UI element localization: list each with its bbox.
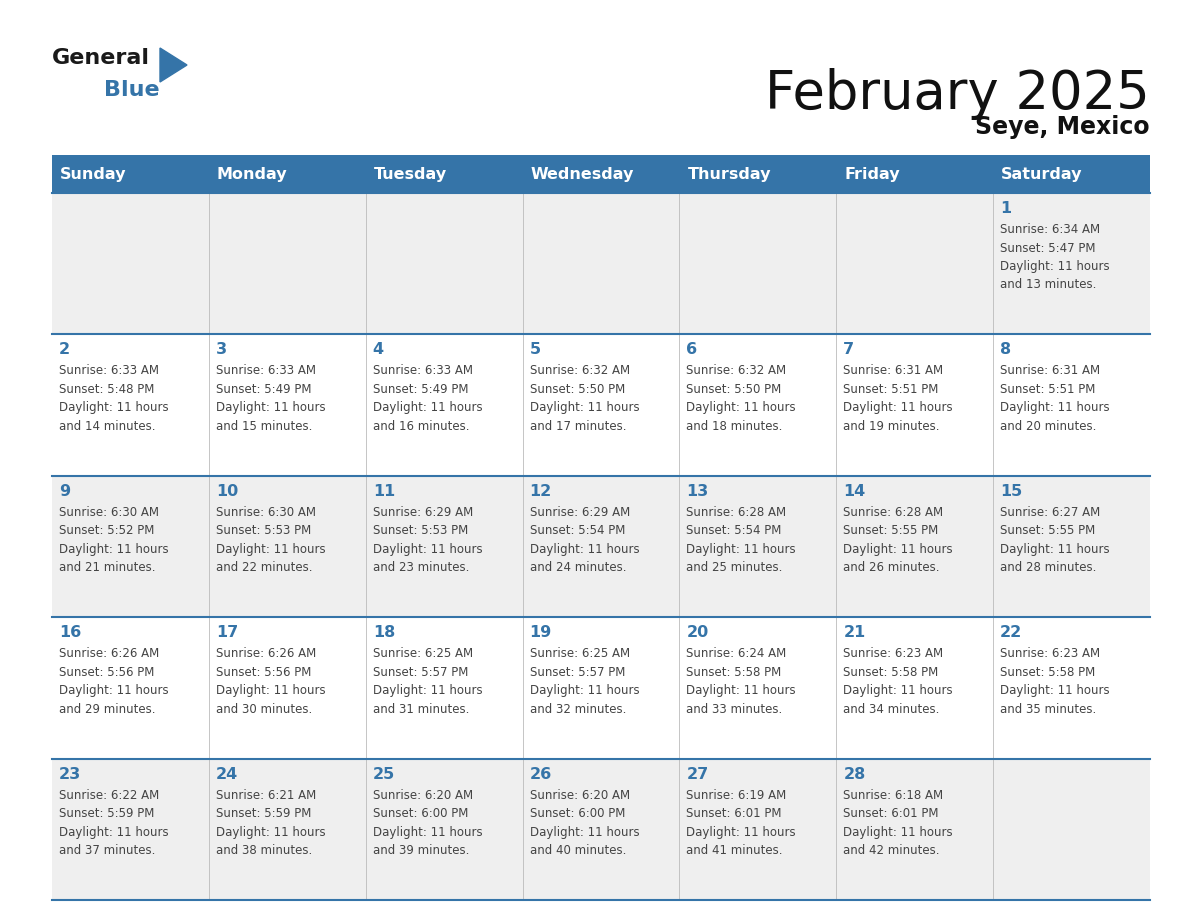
FancyBboxPatch shape — [52, 758, 1150, 900]
Text: Sunrise: 6:23 AM
Sunset: 5:58 PM
Daylight: 11 hours
and 34 minutes.: Sunrise: 6:23 AM Sunset: 5:58 PM Dayligh… — [843, 647, 953, 716]
Text: Sunrise: 6:27 AM
Sunset: 5:55 PM
Daylight: 11 hours
and 28 minutes.: Sunrise: 6:27 AM Sunset: 5:55 PM Dayligh… — [1000, 506, 1110, 575]
Text: Thursday: Thursday — [688, 166, 771, 182]
Text: 24: 24 — [216, 767, 238, 781]
Text: 5: 5 — [530, 342, 541, 357]
Text: 22: 22 — [1000, 625, 1023, 640]
Text: Sunrise: 6:32 AM
Sunset: 5:50 PM
Daylight: 11 hours
and 17 minutes.: Sunrise: 6:32 AM Sunset: 5:50 PM Dayligh… — [530, 364, 639, 433]
Text: Sunrise: 6:20 AM
Sunset: 6:00 PM
Daylight: 11 hours
and 40 minutes.: Sunrise: 6:20 AM Sunset: 6:00 PM Dayligh… — [530, 789, 639, 857]
Text: Sunrise: 6:24 AM
Sunset: 5:58 PM
Daylight: 11 hours
and 33 minutes.: Sunrise: 6:24 AM Sunset: 5:58 PM Dayligh… — [687, 647, 796, 716]
Text: 25: 25 — [373, 767, 394, 781]
Text: 3: 3 — [216, 342, 227, 357]
Text: 17: 17 — [216, 625, 238, 640]
Text: General: General — [52, 48, 150, 68]
Text: Sunrise: 6:19 AM
Sunset: 6:01 PM
Daylight: 11 hours
and 41 minutes.: Sunrise: 6:19 AM Sunset: 6:01 PM Dayligh… — [687, 789, 796, 857]
Text: 6: 6 — [687, 342, 697, 357]
Text: Sunrise: 6:34 AM
Sunset: 5:47 PM
Daylight: 11 hours
and 13 minutes.: Sunrise: 6:34 AM Sunset: 5:47 PM Dayligh… — [1000, 223, 1110, 292]
Text: 2: 2 — [59, 342, 70, 357]
FancyBboxPatch shape — [52, 334, 1150, 476]
Text: 28: 28 — [843, 767, 866, 781]
Text: 8: 8 — [1000, 342, 1011, 357]
FancyBboxPatch shape — [52, 193, 1150, 334]
Text: Sunrise: 6:31 AM
Sunset: 5:51 PM
Daylight: 11 hours
and 20 minutes.: Sunrise: 6:31 AM Sunset: 5:51 PM Dayligh… — [1000, 364, 1110, 433]
Text: Sunrise: 6:29 AM
Sunset: 5:53 PM
Daylight: 11 hours
and 23 minutes.: Sunrise: 6:29 AM Sunset: 5:53 PM Dayligh… — [373, 506, 482, 575]
Text: Sunrise: 6:33 AM
Sunset: 5:48 PM
Daylight: 11 hours
and 14 minutes.: Sunrise: 6:33 AM Sunset: 5:48 PM Dayligh… — [59, 364, 169, 433]
Text: Sunrise: 6:18 AM
Sunset: 6:01 PM
Daylight: 11 hours
and 42 minutes.: Sunrise: 6:18 AM Sunset: 6:01 PM Dayligh… — [843, 789, 953, 857]
Text: Wednesday: Wednesday — [531, 166, 634, 182]
Text: Blue: Blue — [105, 80, 159, 100]
Text: 15: 15 — [1000, 484, 1023, 498]
Text: 7: 7 — [843, 342, 854, 357]
Text: 23: 23 — [59, 767, 81, 781]
Text: 9: 9 — [59, 484, 70, 498]
Text: Monday: Monday — [217, 166, 287, 182]
Text: Saturday: Saturday — [1001, 166, 1082, 182]
Text: Sunrise: 6:25 AM
Sunset: 5:57 PM
Daylight: 11 hours
and 31 minutes.: Sunrise: 6:25 AM Sunset: 5:57 PM Dayligh… — [373, 647, 482, 716]
FancyBboxPatch shape — [52, 476, 1150, 617]
Text: Sunrise: 6:28 AM
Sunset: 5:55 PM
Daylight: 11 hours
and 26 minutes.: Sunrise: 6:28 AM Sunset: 5:55 PM Dayligh… — [843, 506, 953, 575]
Text: 1: 1 — [1000, 201, 1011, 216]
Text: Sunrise: 6:33 AM
Sunset: 5:49 PM
Daylight: 11 hours
and 15 minutes.: Sunrise: 6:33 AM Sunset: 5:49 PM Dayligh… — [216, 364, 326, 433]
Text: Sunrise: 6:28 AM
Sunset: 5:54 PM
Daylight: 11 hours
and 25 minutes.: Sunrise: 6:28 AM Sunset: 5:54 PM Dayligh… — [687, 506, 796, 575]
Text: 4: 4 — [373, 342, 384, 357]
Text: 26: 26 — [530, 767, 551, 781]
Text: 10: 10 — [216, 484, 238, 498]
Text: Sunrise: 6:23 AM
Sunset: 5:58 PM
Daylight: 11 hours
and 35 minutes.: Sunrise: 6:23 AM Sunset: 5:58 PM Dayligh… — [1000, 647, 1110, 716]
Text: Sunrise: 6:29 AM
Sunset: 5:54 PM
Daylight: 11 hours
and 24 minutes.: Sunrise: 6:29 AM Sunset: 5:54 PM Dayligh… — [530, 506, 639, 575]
Text: 13: 13 — [687, 484, 709, 498]
Text: 19: 19 — [530, 625, 551, 640]
Text: Sunrise: 6:32 AM
Sunset: 5:50 PM
Daylight: 11 hours
and 18 minutes.: Sunrise: 6:32 AM Sunset: 5:50 PM Dayligh… — [687, 364, 796, 433]
Text: Sunrise: 6:30 AM
Sunset: 5:52 PM
Daylight: 11 hours
and 21 minutes.: Sunrise: 6:30 AM Sunset: 5:52 PM Dayligh… — [59, 506, 169, 575]
Text: Tuesday: Tuesday — [374, 166, 447, 182]
Text: Sunrise: 6:21 AM
Sunset: 5:59 PM
Daylight: 11 hours
and 38 minutes.: Sunrise: 6:21 AM Sunset: 5:59 PM Dayligh… — [216, 789, 326, 857]
Polygon shape — [160, 48, 187, 82]
Text: Sunrise: 6:22 AM
Sunset: 5:59 PM
Daylight: 11 hours
and 37 minutes.: Sunrise: 6:22 AM Sunset: 5:59 PM Dayligh… — [59, 789, 169, 857]
Text: February 2025: February 2025 — [765, 68, 1150, 120]
Text: Sunrise: 6:26 AM
Sunset: 5:56 PM
Daylight: 11 hours
and 30 minutes.: Sunrise: 6:26 AM Sunset: 5:56 PM Dayligh… — [216, 647, 326, 716]
FancyBboxPatch shape — [52, 155, 1150, 193]
Text: 27: 27 — [687, 767, 709, 781]
Text: 18: 18 — [373, 625, 394, 640]
Text: Sunday: Sunday — [61, 166, 126, 182]
Text: Sunrise: 6:26 AM
Sunset: 5:56 PM
Daylight: 11 hours
and 29 minutes.: Sunrise: 6:26 AM Sunset: 5:56 PM Dayligh… — [59, 647, 169, 716]
Text: 12: 12 — [530, 484, 551, 498]
Text: 16: 16 — [59, 625, 81, 640]
Text: Seye, Mexico: Seye, Mexico — [975, 115, 1150, 139]
Text: 21: 21 — [843, 625, 866, 640]
Text: Sunrise: 6:33 AM
Sunset: 5:49 PM
Daylight: 11 hours
and 16 minutes.: Sunrise: 6:33 AM Sunset: 5:49 PM Dayligh… — [373, 364, 482, 433]
Text: Sunrise: 6:20 AM
Sunset: 6:00 PM
Daylight: 11 hours
and 39 minutes.: Sunrise: 6:20 AM Sunset: 6:00 PM Dayligh… — [373, 789, 482, 857]
Text: Friday: Friday — [845, 166, 901, 182]
Text: 20: 20 — [687, 625, 709, 640]
Text: Sunrise: 6:30 AM
Sunset: 5:53 PM
Daylight: 11 hours
and 22 minutes.: Sunrise: 6:30 AM Sunset: 5:53 PM Dayligh… — [216, 506, 326, 575]
Text: Sunrise: 6:25 AM
Sunset: 5:57 PM
Daylight: 11 hours
and 32 minutes.: Sunrise: 6:25 AM Sunset: 5:57 PM Dayligh… — [530, 647, 639, 716]
Text: 11: 11 — [373, 484, 394, 498]
Text: Sunrise: 6:31 AM
Sunset: 5:51 PM
Daylight: 11 hours
and 19 minutes.: Sunrise: 6:31 AM Sunset: 5:51 PM Dayligh… — [843, 364, 953, 433]
Text: 14: 14 — [843, 484, 866, 498]
FancyBboxPatch shape — [52, 617, 1150, 758]
